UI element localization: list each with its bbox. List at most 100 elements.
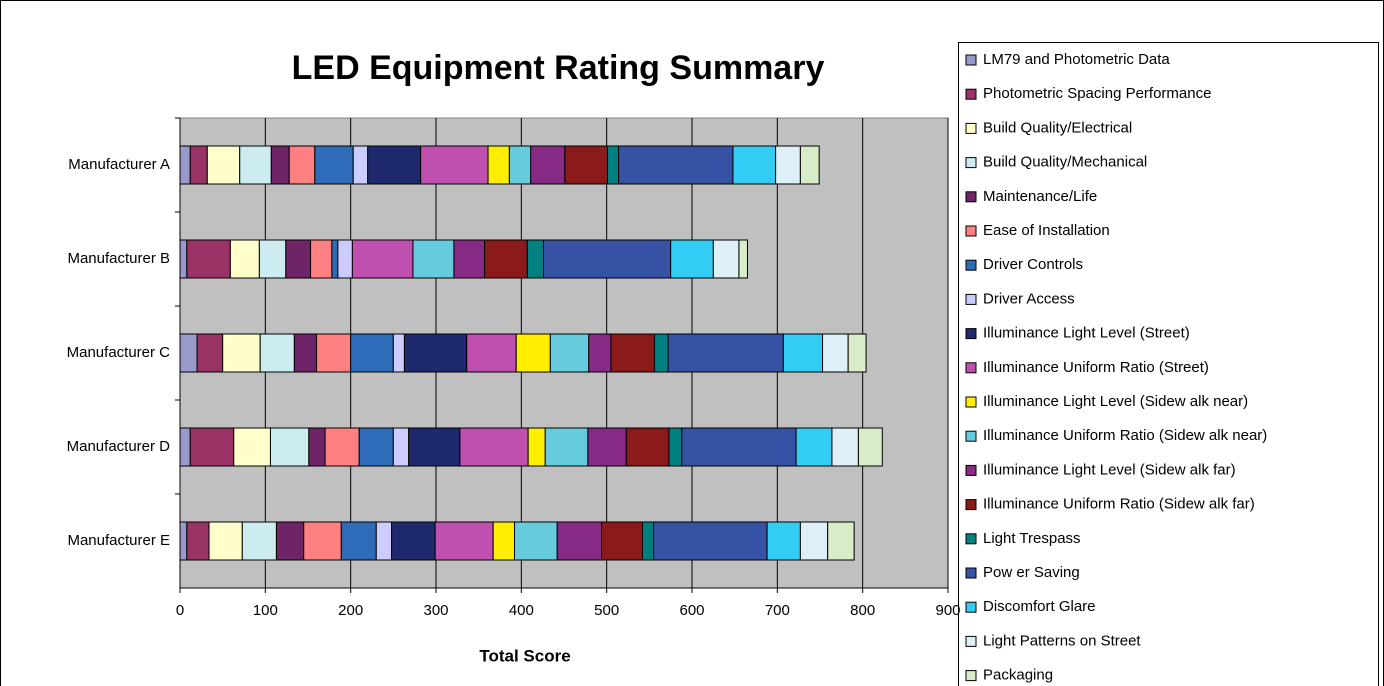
x-tick-label: 100 xyxy=(253,602,278,619)
bar-segment xyxy=(408,427,461,467)
bar-segment xyxy=(241,521,277,561)
bar-segment xyxy=(337,239,353,279)
bar-segment xyxy=(189,427,235,467)
bar-segment xyxy=(625,427,670,467)
bar-segment xyxy=(324,427,360,467)
legend-box xyxy=(958,42,1379,686)
bar-segment xyxy=(799,521,829,561)
bar-segment xyxy=(775,145,801,185)
bar-segment xyxy=(556,521,603,561)
bar-segment xyxy=(229,239,260,279)
bar-segment xyxy=(403,333,468,373)
legend-label: Illuminance Uniform Ratio (Sidew alk far… xyxy=(983,496,1255,513)
bar-segment xyxy=(618,145,734,185)
legend xyxy=(958,42,1379,686)
bar-segment xyxy=(847,333,867,373)
bar-segment xyxy=(233,427,271,467)
x-tick-label: 0 xyxy=(176,602,184,619)
bar-segment xyxy=(179,521,188,561)
x-tick-label: 300 xyxy=(423,602,448,619)
bar-segment xyxy=(544,427,589,467)
y-tick-label: Manufacturer E xyxy=(67,532,170,549)
bar-segment xyxy=(453,239,486,279)
bar-segment xyxy=(258,239,287,279)
bar-segment xyxy=(601,521,644,561)
bar-segment xyxy=(822,333,849,373)
bar-segment xyxy=(827,521,855,561)
legend-swatch xyxy=(965,464,977,476)
bar-segment xyxy=(732,145,777,185)
legend-label: Illuminance Uniform Ratio (Sidew alk nea… xyxy=(983,427,1267,444)
bar-segment xyxy=(549,333,590,373)
bar-segment xyxy=(487,145,510,185)
chart-title: LED Equipment Rating Summary xyxy=(292,49,825,87)
bar-segment xyxy=(668,427,683,467)
bar-segment xyxy=(712,239,740,279)
legend-label: LM79 and Photometric Data xyxy=(983,51,1170,68)
legend-swatch xyxy=(965,122,977,134)
legend-label: Pow er Saving xyxy=(983,564,1080,581)
bar-segment xyxy=(222,333,261,373)
bar-segment xyxy=(543,239,672,279)
bar-segment xyxy=(186,239,231,279)
bar-segment xyxy=(738,239,748,279)
bar-segment xyxy=(179,427,191,467)
y-tick-label: Manufacturer C xyxy=(67,344,171,361)
legend-label: Light Patterns on Street xyxy=(983,632,1141,649)
legend-swatch xyxy=(965,88,977,100)
legend-swatch xyxy=(965,362,977,374)
bar-segment xyxy=(285,239,312,279)
bar-segment xyxy=(239,145,272,185)
bar-segment xyxy=(642,521,655,561)
bar-segment xyxy=(607,145,620,185)
bar-segment xyxy=(270,145,290,185)
legend-label: Illuminance Light Level (Street) xyxy=(983,325,1190,342)
bar-segment xyxy=(564,145,609,185)
bar-segment xyxy=(420,145,489,185)
bar-segment xyxy=(350,333,394,373)
bar-segment xyxy=(275,521,305,561)
bar-segment xyxy=(331,239,339,279)
bar-segment xyxy=(857,427,883,467)
bar-segment xyxy=(515,333,551,373)
x-tick-label: 400 xyxy=(509,602,534,619)
legend-swatch xyxy=(965,54,977,66)
legend-label: Driver Access xyxy=(983,290,1075,307)
bar-segment xyxy=(340,521,377,561)
legend-label: Illuminance Uniform Ratio (Street) xyxy=(983,359,1209,376)
x-tick-label: 900 xyxy=(935,602,960,619)
bar-segment xyxy=(508,145,532,185)
bar-segment xyxy=(681,427,797,467)
bar-segment xyxy=(196,333,224,373)
bar-segment xyxy=(206,145,241,185)
legend-swatch xyxy=(965,430,977,442)
legend-label: Ease of Installation xyxy=(983,222,1110,239)
bar-segment xyxy=(670,239,714,279)
bar-segment xyxy=(179,333,198,373)
bar-segment xyxy=(308,427,326,467)
bar-segment xyxy=(367,145,422,185)
bar-segment xyxy=(391,521,436,561)
bar-segment xyxy=(303,521,342,561)
bar-segment xyxy=(530,145,566,185)
bar-segment xyxy=(667,333,784,373)
legend-swatch xyxy=(965,567,977,579)
bar-segment xyxy=(179,145,191,185)
legend-swatch xyxy=(965,601,977,613)
legend-label: Maintenance/Life xyxy=(983,188,1097,205)
x-tick-label: 700 xyxy=(765,602,790,619)
bar-segment xyxy=(351,239,414,279)
bar-segment xyxy=(466,333,517,373)
bar-segment xyxy=(492,521,516,561)
legend-swatch xyxy=(965,259,977,271)
bar-segment xyxy=(392,333,405,373)
bar-segment xyxy=(186,521,210,561)
legend-swatch xyxy=(965,157,977,169)
bar-segment xyxy=(288,145,316,185)
bar-segment xyxy=(179,239,188,279)
legend-label: Packaging xyxy=(983,667,1053,684)
bar-segment xyxy=(766,521,801,561)
bar-segment xyxy=(831,427,859,467)
legend-swatch xyxy=(965,635,977,647)
